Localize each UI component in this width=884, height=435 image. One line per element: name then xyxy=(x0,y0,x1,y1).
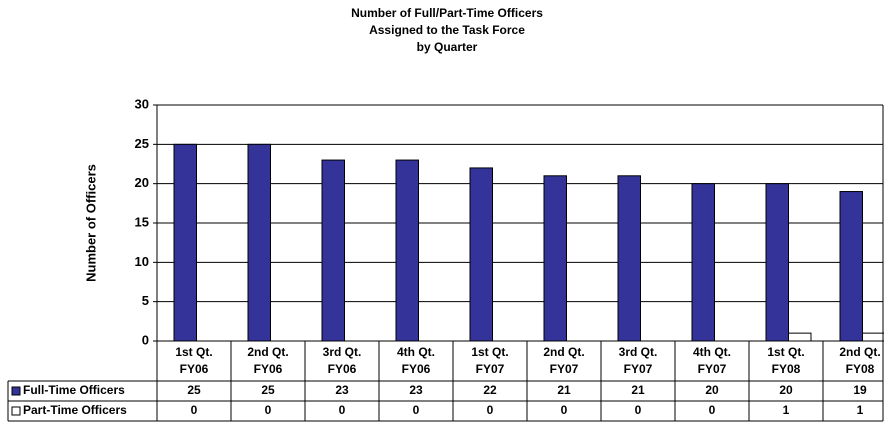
bar xyxy=(839,191,863,342)
bar xyxy=(173,143,197,342)
table-value: 25 xyxy=(187,383,201,397)
y-axis-label: Number of Officers xyxy=(83,164,98,282)
table-value: 0 xyxy=(709,403,716,417)
bar xyxy=(765,183,789,342)
table-value: 0 xyxy=(265,403,272,417)
table-value: 21 xyxy=(557,383,571,397)
table-value: 19 xyxy=(853,383,867,397)
table-value: 0 xyxy=(413,403,420,417)
y-tick-label: 15 xyxy=(135,214,149,229)
table-value: 22 xyxy=(483,383,497,397)
table-value: 23 xyxy=(335,383,349,397)
table-value: 1 xyxy=(783,403,790,417)
chart-title: by Quarter xyxy=(417,40,478,54)
x-tick-label: 2nd Qt. FY08 xyxy=(839,345,880,376)
x-tick-label: 4th Qt. FY06 xyxy=(397,345,435,376)
chart-title: Assigned to the Task Force xyxy=(369,23,525,37)
table-value: 1 xyxy=(857,403,864,417)
x-tick-label: 1st Qt. FY07 xyxy=(471,345,508,376)
x-tick-label: 4th Qt. FY07 xyxy=(693,345,731,376)
bar xyxy=(247,143,271,342)
x-tick-label: 3rd Qt. FY06 xyxy=(323,345,362,376)
x-tick-label: 1st Qt. FY08 xyxy=(767,345,804,376)
y-tick-label: 5 xyxy=(142,293,149,308)
legend-label: Part-Time Officers xyxy=(23,403,127,417)
table-value: 0 xyxy=(487,403,494,417)
bar xyxy=(543,175,567,342)
y-tick-label: 0 xyxy=(142,332,149,347)
bar xyxy=(321,159,345,342)
table-value: 0 xyxy=(561,403,568,417)
table-value: 0 xyxy=(339,403,346,417)
chart-title: Number of Full/Part-Time Officers xyxy=(351,6,543,20)
table-value: 21 xyxy=(631,383,645,397)
x-tick-label: 2nd Qt. FY07 xyxy=(543,345,584,376)
bar xyxy=(395,159,419,342)
table-value: 23 xyxy=(409,383,423,397)
table-value: 25 xyxy=(261,383,275,397)
y-tick-label: 30 xyxy=(135,96,149,111)
bar xyxy=(862,332,884,342)
table-value: 20 xyxy=(779,383,793,397)
x-tick-label: 3rd Qt. FY07 xyxy=(619,345,658,376)
bar xyxy=(691,183,715,342)
legend-key xyxy=(11,386,21,396)
legend-label: Full-Time Officers xyxy=(23,383,125,397)
legend-key xyxy=(11,406,21,416)
table-value: 0 xyxy=(635,403,642,417)
x-tick-label: 2nd Qt. FY06 xyxy=(247,345,288,376)
x-tick-label: 1st Qt. FY06 xyxy=(175,345,212,376)
y-tick-label: 10 xyxy=(135,254,149,269)
y-tick-label: 20 xyxy=(135,175,149,190)
bar xyxy=(788,332,812,342)
table-value: 0 xyxy=(191,403,198,417)
bar xyxy=(617,175,641,342)
y-tick-label: 25 xyxy=(135,136,149,151)
bar xyxy=(469,167,493,342)
table-value: 20 xyxy=(705,383,719,397)
